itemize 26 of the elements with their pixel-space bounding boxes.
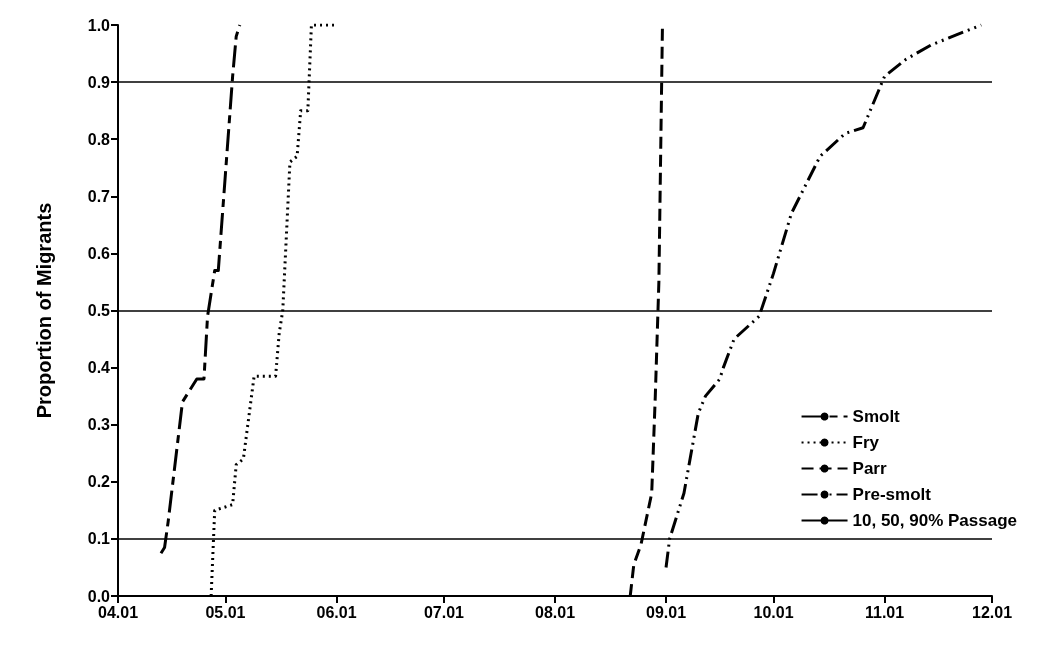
y-tick-label: 0.7 [87, 187, 111, 205]
y-tick-label: 0.4 [87, 359, 111, 377]
legend-label: Smolt [852, 407, 901, 426]
y-tick-label: 0.0 [87, 587, 111, 605]
y-tick-label: 1.0 [87, 16, 111, 34]
x-tick-label: 08.01 [534, 603, 576, 621]
legend-label: Parr [852, 459, 887, 478]
legend-label: 10, 50, 90% Passage [852, 511, 1018, 530]
x-tick-label: 05.01 [205, 603, 246, 621]
x-tick-label: 09.01 [646, 603, 687, 621]
legend-label: Fry [852, 433, 880, 452]
y-tick-label: 0.1 [87, 530, 111, 548]
x-tick-label: 11.01 [864, 603, 905, 621]
x-tick-label: 10.01 [753, 603, 794, 621]
x-tick-label: 07.01 [423, 603, 465, 621]
x-tick-label: 12.01 [971, 603, 1013, 621]
y-tick-label: 0.3 [87, 416, 111, 434]
y-tick-label: 0.6 [87, 244, 111, 262]
legend-label: Pre-smolt [852, 485, 932, 504]
y-tick-label: 0.5 [87, 302, 111, 319]
x-tick-label: 04.01 [97, 603, 139, 621]
x-tick-label: 06.01 [316, 603, 357, 621]
y-tick-label: 0.9 [87, 73, 111, 91]
y-axis-title: Proportion of Migrants [33, 202, 55, 419]
y-tick-label: 0.8 [87, 130, 111, 148]
y-tick-label: 0.2 [87, 473, 111, 491]
